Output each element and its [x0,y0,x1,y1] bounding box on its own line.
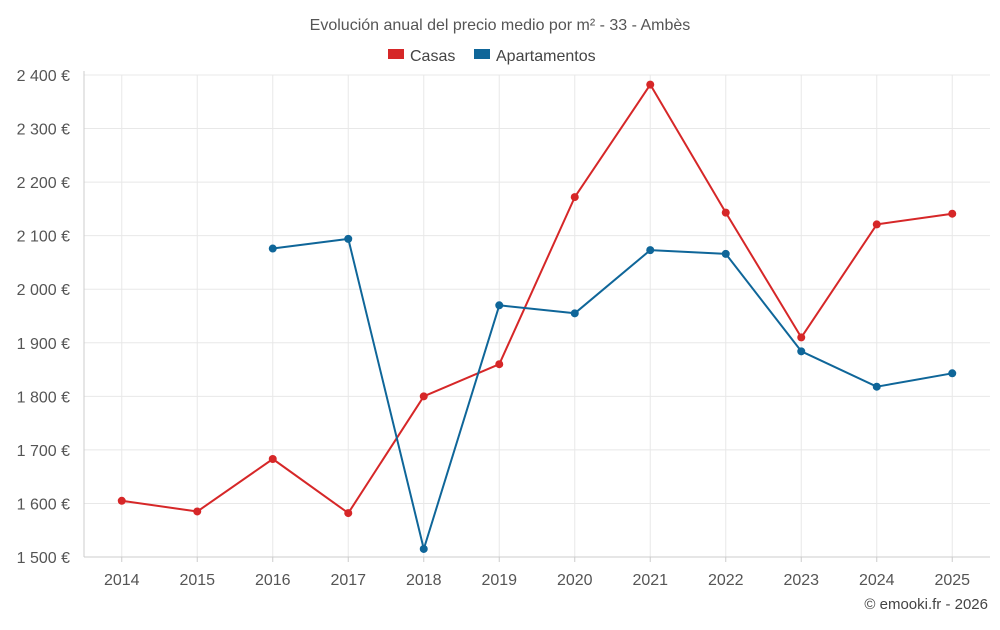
data-point-casas-2022[interactable] [721,208,730,217]
series-line-casas [121,83,953,515]
y-tick-label: 2 300 € [17,122,70,139]
legend-swatch-apartamentos [474,49,490,59]
x-tick-label: 2025 [934,572,970,589]
data-point-apartamentos-2025[interactable] [948,369,957,378]
data-point-apartamentos-2019[interactable] [495,301,504,310]
chart-title: Evolución anual del precio medio por m² … [310,17,691,34]
y-tick-label: 1 700 € [17,443,70,460]
legend-label-casas[interactable]: Casas [410,48,455,65]
x-tick-label: 2018 [406,572,442,589]
data-point-casas-2018[interactable] [419,392,428,401]
data-point-casas-2019[interactable] [495,360,504,369]
series [117,80,957,553]
data-point-casas-2017[interactable] [344,509,353,518]
data-point-apartamentos-2016[interactable] [268,244,277,253]
x-tick-label: 2016 [255,572,291,589]
data-point-apartamentos-2018[interactable] [419,544,428,553]
y-tick-label: 1 800 € [17,389,70,406]
data-point-casas-2014[interactable] [117,496,126,505]
y-tick-label: 2 000 € [17,282,70,299]
y-tick-label: 1 900 € [17,336,70,353]
data-point-apartamentos-2017[interactable] [344,234,353,243]
data-point-casas-2021[interactable] [646,80,655,89]
y-tick-label: 1 600 € [17,496,70,513]
data-point-casas-2020[interactable] [570,193,579,202]
x-tick-label: 2022 [708,572,744,589]
data-point-casas-2024[interactable] [872,220,881,229]
x-tick-label: 2015 [179,572,215,589]
y-tick-label: 1 500 € [17,550,70,567]
data-point-apartamentos-2023[interactable] [797,347,806,356]
data-point-casas-2015[interactable] [193,507,202,516]
data-point-casas-2023[interactable] [797,333,806,342]
axes: 1 500 € 1 600 € 1 700 € 1 800 € 1 900 € 2 000… [17,68,990,589]
legend-swatch-casas [388,49,404,59]
data-point-casas-2016[interactable] [268,454,277,463]
x-tick-label: 2014 [104,572,140,589]
data-point-apartamentos-2024[interactable] [872,382,881,391]
x-tick-label: 2023 [783,572,819,589]
grid [84,74,990,557]
x-tick-label: 2019 [481,572,517,589]
series-line-apartamentos [272,237,953,550]
y-tick-label: 2 100 € [17,229,70,246]
y-tick-label: 2 400 € [17,68,70,85]
data-point-apartamentos-2022[interactable] [721,249,730,258]
x-tick-label: 2020 [557,572,593,589]
legend: Casas Apartamentos [388,48,596,65]
credit-text: © emooki.fr - 2026 [864,596,988,613]
data-point-apartamentos-2021[interactable] [646,246,655,255]
x-tick-label: 2021 [632,572,668,589]
data-point-apartamentos-2020[interactable] [570,309,579,318]
y-tick-label: 2 200 € [17,175,70,192]
x-tick-label: 2024 [859,572,895,589]
data-point-casas-2025[interactable] [948,209,957,218]
legend-label-apartamentos[interactable]: Apartamentos [496,48,596,65]
x-tick-label: 2017 [330,572,366,589]
